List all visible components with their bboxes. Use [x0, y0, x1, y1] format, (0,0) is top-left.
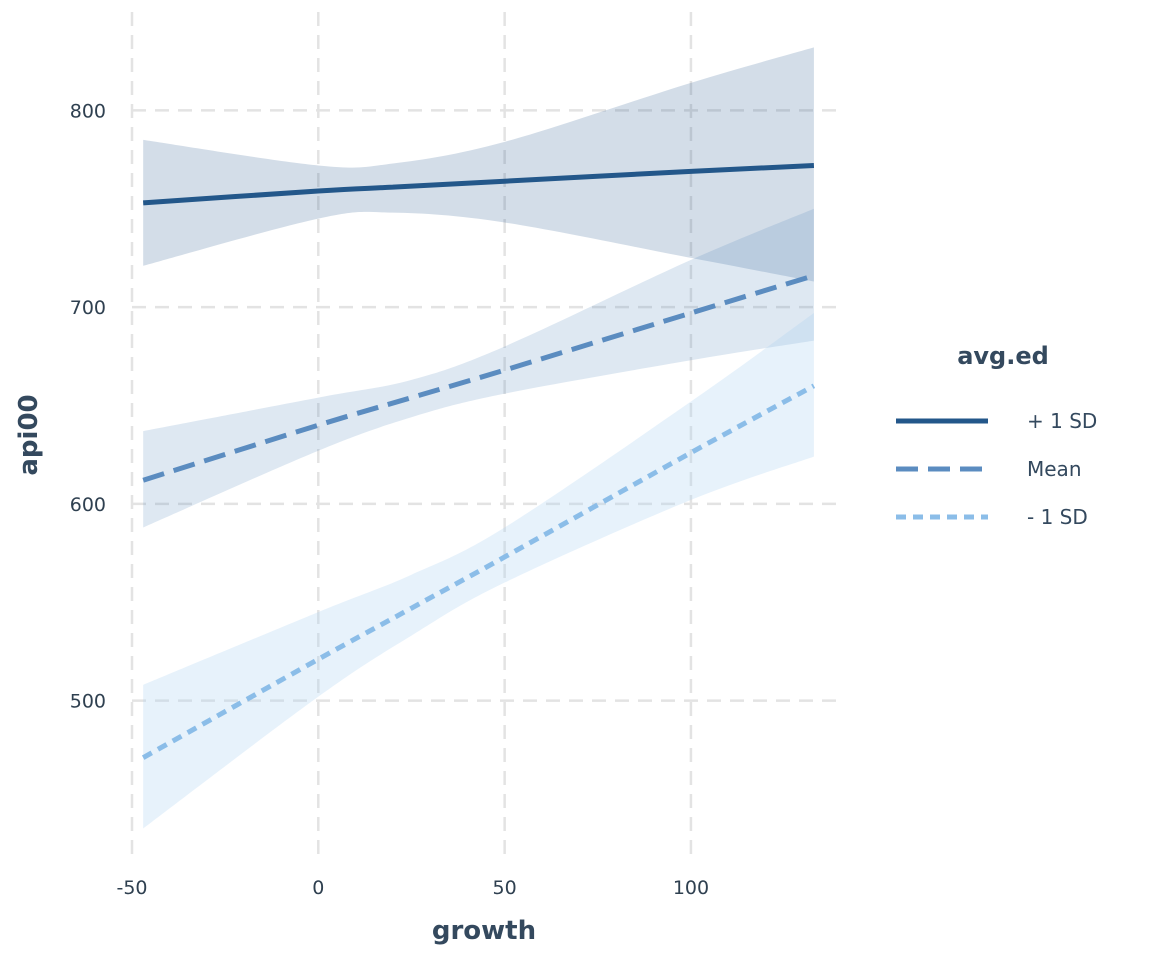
x-tick-label: 50	[493, 877, 517, 899]
y-axis-title: api00	[14, 394, 44, 475]
legend: avg.ed + 1 SD Mean - 1 SD	[896, 342, 1097, 529]
y-tick-label: 700	[70, 297, 106, 319]
y-axis-ticks: 500 600 700 800	[70, 100, 106, 712]
legend-label-1: Mean	[1027, 457, 1082, 481]
line-series-0	[143, 162, 815, 206]
band-series-0	[143, 47, 814, 282]
x-tick-label: -50	[116, 877, 147, 899]
legend-items: + 1 SD Mean - 1 SD	[896, 409, 1097, 529]
band-series-2	[143, 313, 814, 829]
y-tick-label: 600	[70, 494, 106, 516]
series-lines	[141, 162, 816, 760]
line-series-2	[141, 383, 816, 760]
legend-title: avg.ed	[957, 342, 1049, 370]
y-tick-label: 800	[70, 100, 106, 122]
legend-label-0: + 1 SD	[1027, 409, 1097, 433]
legend-label-2: - 1 SD	[1027, 505, 1088, 529]
line-series-1	[142, 273, 815, 483]
confidence-bands	[143, 47, 814, 829]
x-tick-label: 100	[673, 877, 709, 899]
x-axis-ticks: -50 0 50 100	[116, 877, 709, 899]
grid	[130, 12, 840, 858]
x-axis-title: growth	[432, 916, 536, 946]
y-tick-label: 500	[70, 691, 106, 713]
x-tick-label: 0	[312, 877, 324, 899]
band-series-1	[143, 208, 814, 528]
